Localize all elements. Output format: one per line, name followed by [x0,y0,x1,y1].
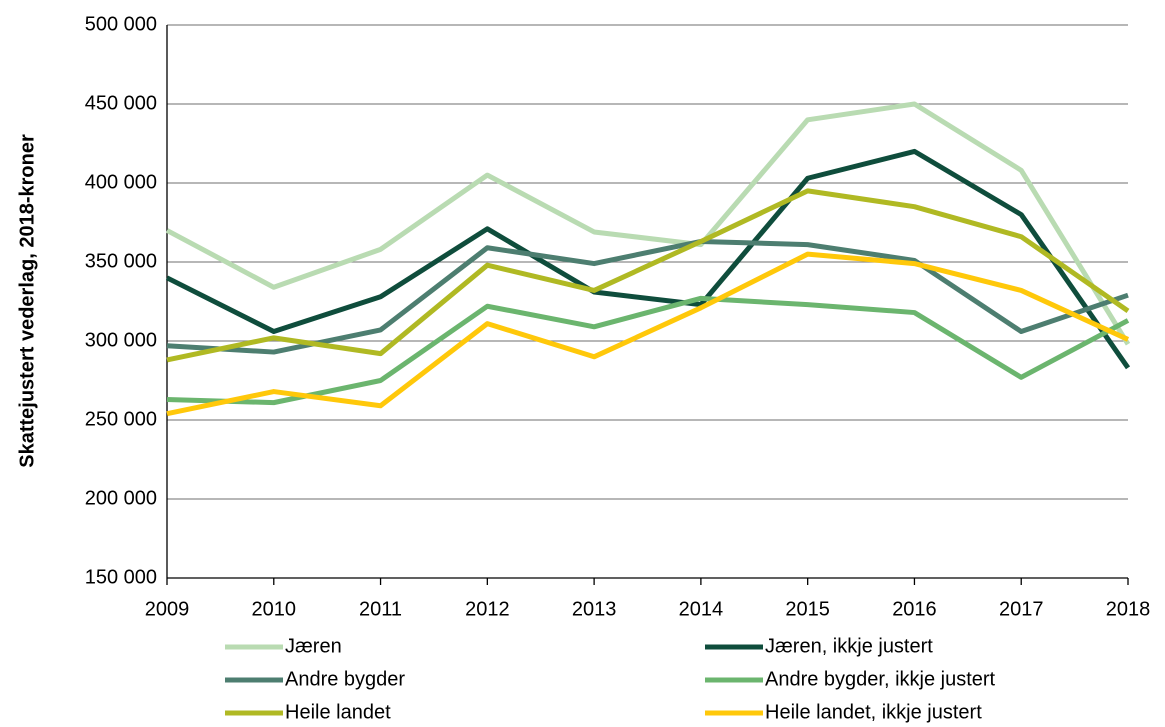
x-tick-label: 2011 [359,598,402,620]
x-tick-label: 2018 [1106,598,1151,620]
series-line [166,295,1130,406]
y-axis-label: Skattejustert vederlag, 2018-kroner [16,134,38,468]
series-line [166,251,1130,417]
legend-label: Jæren [285,635,342,657]
series-line [165,148,1131,370]
x-tick-label: 2009 [145,598,190,620]
x-tick-label: 2016 [892,598,937,620]
legend-label: Andre bygder, ikkje justert [765,668,996,690]
series-line [165,101,1131,346]
series-line [166,238,1129,355]
legend-label: Heile landet [285,701,391,723]
x-tick-label: 2014 [679,598,724,620]
x-tick-label: 2013 [572,598,617,620]
y-tick-label: 300 000 [85,329,157,351]
legend-label: Andre bygder [285,668,405,690]
y-tick-label: 450 000 [85,92,157,114]
series-line [166,188,1130,363]
y-tick-label: 400 000 [85,171,157,193]
legend-label: Jæren, ikkje justert [765,635,933,657]
y-tick-label: 250 000 [85,408,157,430]
x-tick-label: 2012 [465,598,510,620]
x-tick-label: 2017 [999,598,1044,620]
y-tick-label: 500 000 [85,13,157,35]
legend-label: Heile landet, ikkje justert [765,701,982,723]
x-tick-label: 2010 [252,598,297,620]
y-tick-label: 150 000 [85,566,157,588]
y-tick-label: 350 000 [85,250,157,272]
x-tick-label: 2015 [785,598,830,620]
y-tick-label: 200 000 [85,487,157,509]
